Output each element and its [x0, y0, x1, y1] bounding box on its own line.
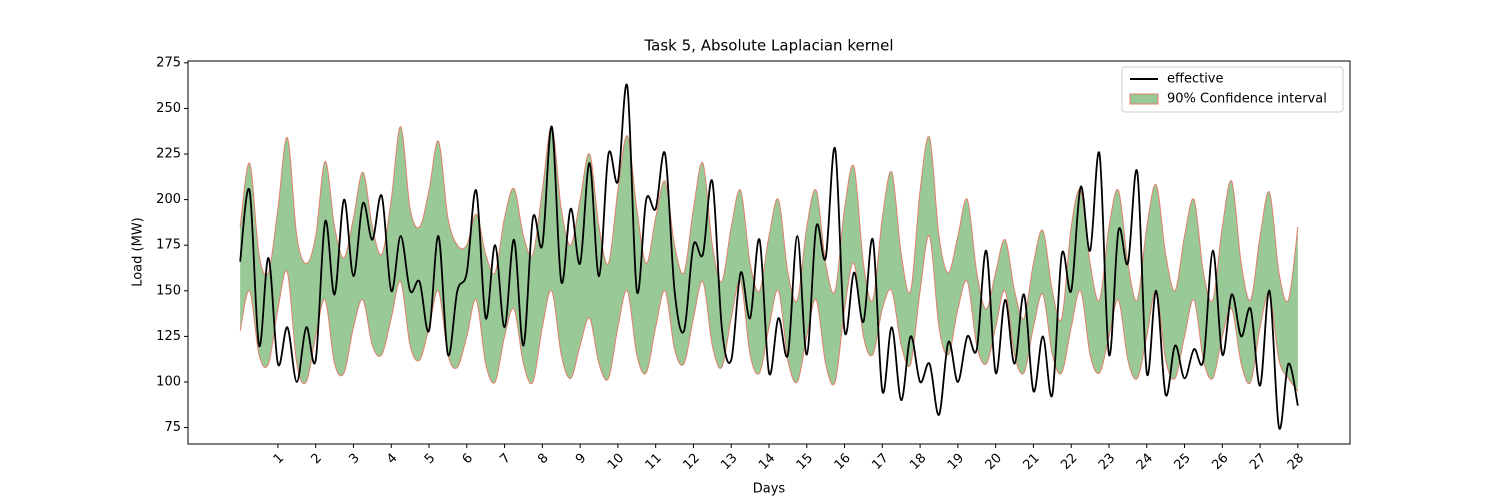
x-tick-label: 7: [497, 451, 513, 467]
series-line: [239, 83, 1299, 430]
x-tick-label: 10: [605, 451, 627, 473]
band-upper-edge: [239, 126, 1299, 322]
y-tick-label: 75: [164, 420, 181, 435]
x-tick-label: 5: [422, 451, 438, 467]
x-tick-label: 8: [535, 451, 551, 467]
x-tick-label: 23: [1096, 451, 1118, 473]
x-tick-label: 2: [309, 451, 325, 467]
band-lower-edge: [239, 235, 1299, 392]
x-tick-label: 21: [1020, 451, 1042, 473]
x-tick-label: 3: [346, 451, 362, 467]
confidence-band: [240, 126, 1298, 392]
x-tick-label: 1: [271, 451, 287, 467]
y-tick-label: 225: [156, 147, 181, 162]
x-tick-label: 27: [1247, 451, 1269, 473]
y-tick-label: 125: [156, 329, 181, 344]
legend-label: 90% Confidence interval: [1167, 92, 1327, 107]
x-tick-label: 28: [1285, 451, 1307, 473]
x-tick-label: 26: [1209, 451, 1231, 473]
y-tick-label: 150: [156, 283, 181, 298]
x-tick-label: 18: [907, 451, 929, 473]
y-axis-label: Load (MW): [131, 217, 146, 287]
x-tick-label: 22: [1058, 451, 1080, 473]
legend-box: [1121, 66, 1344, 113]
x-tick-label: 15: [794, 451, 816, 473]
x-tick-label: 9: [573, 451, 589, 467]
x-tick-label: 6: [460, 451, 476, 467]
y-tick-label: 100: [156, 374, 181, 389]
legend-swatch: [1129, 93, 1159, 105]
legend-label: effective: [1167, 72, 1224, 87]
x-tick-label: 25: [1172, 451, 1194, 473]
y-tick-label: 250: [156, 101, 181, 116]
y-tick-label: 175: [156, 238, 181, 253]
x-axis-label: Days: [753, 482, 786, 497]
y-tick-label: 200: [156, 192, 181, 207]
y-tick-label: 275: [156, 55, 181, 70]
x-tick-label: 12: [680, 451, 702, 473]
x-tick-label: 13: [718, 451, 740, 473]
x-tick-label: 14: [756, 451, 778, 473]
x-tick-label: 24: [1134, 451, 1156, 473]
x-tick-label: 20: [983, 451, 1005, 473]
x-tick-label: 11: [643, 451, 665, 473]
x-tick-label: 4: [384, 451, 400, 467]
chart-title: Task 5, Absolute Laplacian kernel: [643, 37, 893, 55]
x-tick-label: 19: [945, 451, 967, 473]
x-tick-label: 16: [832, 451, 854, 473]
x-tick-label: 17: [869, 451, 891, 473]
